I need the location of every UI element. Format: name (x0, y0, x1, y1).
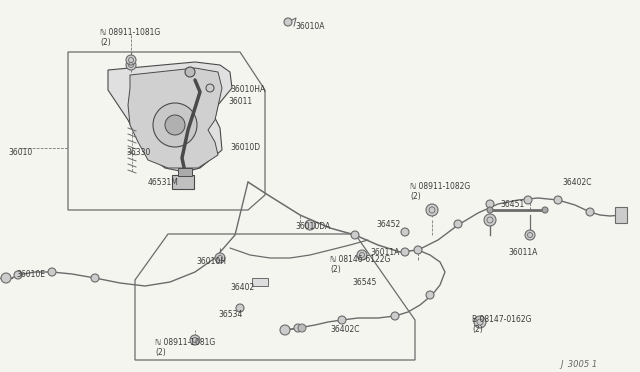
Text: ℕ 08911-1081G
(2): ℕ 08911-1081G (2) (100, 28, 160, 47)
Circle shape (206, 84, 214, 92)
Bar (252, 278, 268, 286)
Circle shape (236, 304, 244, 312)
Circle shape (298, 324, 306, 332)
Circle shape (126, 55, 136, 65)
Circle shape (14, 271, 22, 279)
Circle shape (190, 335, 200, 345)
Circle shape (414, 246, 422, 254)
Circle shape (357, 250, 367, 260)
Text: 36402C: 36402C (330, 325, 360, 334)
Circle shape (185, 67, 195, 77)
Circle shape (484, 214, 496, 226)
Circle shape (284, 18, 292, 26)
Bar (178, 168, 192, 176)
Text: 36010HA: 36010HA (230, 85, 265, 94)
Circle shape (401, 248, 409, 256)
Circle shape (351, 231, 359, 239)
Circle shape (1, 273, 11, 283)
Polygon shape (128, 68, 222, 168)
Text: 36010: 36010 (8, 148, 32, 157)
Text: 36330: 36330 (126, 148, 150, 157)
Text: 36011A: 36011A (508, 248, 538, 257)
Text: 36011A: 36011A (370, 248, 399, 257)
Text: 36402: 36402 (230, 283, 254, 292)
Text: J  3005 1: J 3005 1 (560, 360, 597, 369)
Text: 36451: 36451 (500, 200, 524, 209)
Circle shape (525, 230, 535, 240)
Circle shape (486, 200, 494, 208)
Text: 36010D: 36010D (230, 143, 260, 152)
Circle shape (215, 253, 225, 263)
Circle shape (524, 196, 532, 204)
Circle shape (126, 60, 136, 70)
Text: 36534: 36534 (218, 310, 243, 319)
Circle shape (542, 207, 548, 213)
Text: ℕ 08911-1082G
(2): ℕ 08911-1082G (2) (410, 182, 470, 201)
Text: 36010A: 36010A (295, 22, 324, 31)
Bar (172, 175, 194, 189)
Circle shape (165, 115, 185, 135)
Text: 36011: 36011 (228, 97, 252, 106)
Text: 36545: 36545 (352, 278, 376, 287)
Circle shape (338, 316, 346, 324)
Circle shape (554, 196, 562, 204)
Circle shape (305, 220, 315, 230)
Text: 36010DA: 36010DA (295, 222, 330, 231)
Circle shape (487, 207, 493, 213)
Text: 36402C: 36402C (562, 178, 591, 187)
Circle shape (426, 291, 434, 299)
Text: 36452: 36452 (376, 220, 400, 229)
Bar (615, 207, 627, 223)
Circle shape (153, 103, 197, 147)
Circle shape (474, 316, 486, 328)
Text: 36010H: 36010H (196, 257, 226, 266)
Polygon shape (108, 62, 232, 172)
Text: B 08147-0162G
(2): B 08147-0162G (2) (472, 315, 531, 334)
Text: ℕ 08146-6122G
(2): ℕ 08146-6122G (2) (330, 255, 390, 275)
Circle shape (391, 312, 399, 320)
Circle shape (426, 204, 438, 216)
Text: 36010E: 36010E (16, 270, 45, 279)
Circle shape (91, 274, 99, 282)
Circle shape (48, 268, 56, 276)
Circle shape (401, 228, 409, 236)
Circle shape (454, 220, 462, 228)
Text: 46531M: 46531M (148, 178, 179, 187)
Circle shape (294, 324, 302, 332)
Circle shape (586, 208, 594, 216)
Circle shape (280, 325, 290, 335)
Text: ℕ 08911-1081G
(2): ℕ 08911-1081G (2) (155, 338, 215, 357)
